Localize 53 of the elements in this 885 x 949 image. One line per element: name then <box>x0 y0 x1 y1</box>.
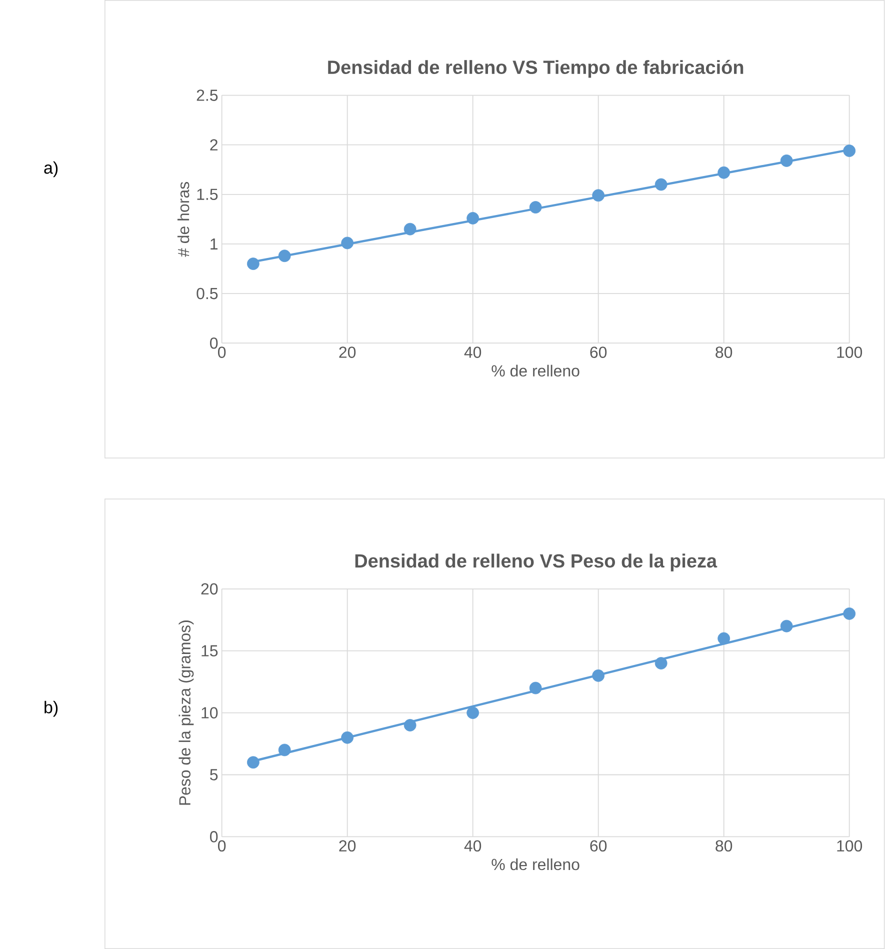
x-axis-title: % de relleno <box>492 364 580 377</box>
point <box>246 258 260 270</box>
point <box>529 201 542 214</box>
point <box>718 632 730 645</box>
x-tick-label: 0 <box>218 840 226 852</box>
x-tick-label: 20 <box>339 840 356 852</box>
x-tick-label: 100 <box>837 346 862 358</box>
x-tick-label: 40 <box>464 346 481 358</box>
y-axis-title: # de horas <box>177 182 190 257</box>
x-tick-label: 100 <box>837 840 862 852</box>
point <box>843 144 856 157</box>
point <box>404 719 416 732</box>
point <box>780 620 793 632</box>
point <box>654 178 668 191</box>
point <box>404 222 416 236</box>
x-tick-label: 80 <box>715 840 732 852</box>
point <box>592 189 604 202</box>
chart-title: Densidad de relleno VS Peso de la pieza <box>355 554 718 572</box>
text: b) <box>44 700 58 717</box>
y-tick-label: 2 <box>210 139 218 150</box>
point <box>466 212 479 224</box>
y-axis-title: Peso de la pieza (gramos) <box>178 620 194 805</box>
y-tick-label: 10 <box>202 707 218 718</box>
x-tick-label: 60 <box>590 840 606 852</box>
point <box>529 682 542 694</box>
y-tick-label: 15 <box>202 645 218 656</box>
x-tick-label: 60 <box>590 346 606 358</box>
x-tick-label: 40 <box>464 840 481 852</box>
point <box>278 744 291 756</box>
x-tick-label: 20 <box>339 346 356 358</box>
point <box>843 607 856 620</box>
y-tick-label: 5 <box>210 769 218 780</box>
y-tick-label: 20 <box>201 583 218 595</box>
point <box>340 731 354 744</box>
y-tick-label: 1.5 <box>197 188 218 200</box>
point <box>246 756 260 769</box>
point <box>466 706 479 720</box>
point <box>718 166 730 179</box>
y-tick-label: 0.5 <box>196 288 218 300</box>
y-tick-label: 2.5 <box>196 90 218 101</box>
point <box>340 236 354 250</box>
x-tick-label: 0 <box>218 346 226 358</box>
y-tick-label: 0 <box>210 337 218 349</box>
x-tick-label: 80 <box>715 346 732 358</box>
point <box>654 657 668 670</box>
chart-title: Densidad de relleno VS Tiempo de fabricación <box>328 60 743 78</box>
point <box>780 154 793 167</box>
y-tick-label: 1 <box>210 238 218 250</box>
point <box>592 669 604 682</box>
x-axis-title: % de relleno <box>492 858 580 870</box>
y-tick-label: 0 <box>210 831 218 842</box>
text: a) <box>44 161 58 178</box>
point <box>278 250 291 262</box>
